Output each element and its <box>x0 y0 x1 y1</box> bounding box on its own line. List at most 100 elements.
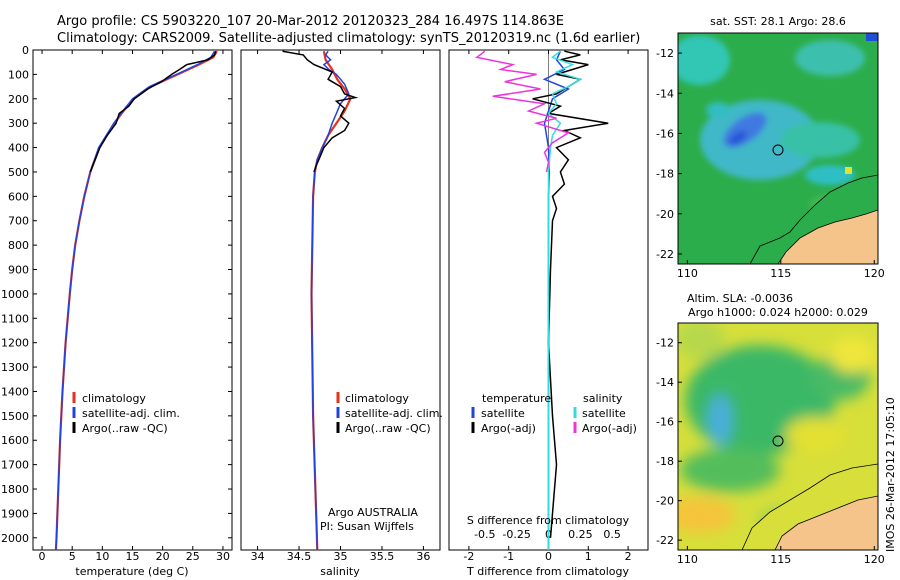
t-difference-label: T difference from climatology <box>466 565 629 578</box>
salinity-legend: climatology satellite-adj. clim. Argo(..… <box>336 392 443 435</box>
sla-moderate-region <box>678 323 725 360</box>
depth-tick-label: 300 <box>8 117 29 130</box>
legend-label-climatology: climatology <box>345 392 409 405</box>
sst-warm-patch <box>678 35 730 85</box>
s-tick-label: 0.25 <box>568 528 593 541</box>
sst-hot-pixel <box>845 167 852 174</box>
map-lat-label: -20 <box>656 208 674 221</box>
x-tick-label: 1 <box>585 550 592 563</box>
depth-tick-label: 400 <box>8 142 29 155</box>
legend-title-temperature: temperature <box>482 392 551 405</box>
salinity-panel: 34 34.5 35 35.5 36 climatology satellite-adj… <box>240 49 443 578</box>
x-tick-label: 5 <box>69 550 76 563</box>
depth-tick-label: 0 <box>22 44 29 57</box>
sla-map-frame <box>677 322 879 551</box>
salinity-profiles <box>282 50 359 550</box>
profile-line-satellite <box>55 50 216 550</box>
x-tick-label: -1 <box>503 550 514 563</box>
sst-map-axes: 110 115 120 -12 -14 -16 -18 -20 -22 <box>656 47 885 280</box>
map-lon-label: 120 <box>864 553 885 566</box>
map-lat-label: -12 <box>656 47 674 60</box>
profile-line-argo <box>282 50 359 173</box>
s-tick-label: -0.5 <box>474 528 495 541</box>
depth-tick-label: 1200 <box>1 337 29 350</box>
depth-tick-label: 1900 <box>1 507 29 520</box>
x-tick-label: 15 <box>126 550 140 563</box>
salinity-x-label: salinity <box>320 565 360 578</box>
figure-title-line2: Climatology: CARS2009. Satellite-adjuste… <box>57 31 640 46</box>
difference-legend: temperature salinity satellite Argo(-adj… <box>471 392 637 435</box>
sst-warm-patch <box>795 40 865 76</box>
sst-map-frame <box>677 32 879 265</box>
sla-land <box>774 495 878 550</box>
temperature-axes-frame <box>32 49 233 551</box>
map-lat-label: -12 <box>656 337 674 350</box>
sst-cold-core <box>729 130 747 146</box>
salinity-axes-frame <box>240 49 441 551</box>
x-tick-label: 30 <box>216 550 230 563</box>
profile-line-sal_satellite <box>547 50 583 550</box>
temperature-legend: climatology satellite-adj. clim. Argo(..… <box>72 392 180 435</box>
map-lon-label: 120 <box>864 267 885 280</box>
map-lat-label: -14 <box>656 376 674 389</box>
temperature-panel: 0100200300400500600700800900100011001200… <box>1 44 648 578</box>
map-lat-label: -18 <box>656 168 674 181</box>
x-tick-label: 0 <box>545 550 552 563</box>
profile-line-argo <box>89 50 217 173</box>
sst-cool-region <box>700 100 820 180</box>
s-difference-label: S difference from climatology <box>467 514 630 527</box>
depth-tick-label: 200 <box>8 93 29 106</box>
argo-program-annotation: Argo AUSTRALIA <box>328 506 418 519</box>
depth-tick-label: 1300 <box>1 361 29 374</box>
difference-profiles <box>475 50 609 550</box>
pi-annotation: PI: Susan Wijffels <box>320 520 414 533</box>
depth-tick-label: 1500 <box>1 410 29 423</box>
sla-map-panel: Altim. SLA: -0.0036 Argo h1000: 0.024 h2… <box>656 292 885 566</box>
sla-map-axes: 110 115 120 -12 -14 -16 -18 -20 -22 <box>656 337 885 566</box>
x-tick-label: 36 <box>416 550 430 563</box>
sst-land <box>777 209 878 264</box>
depth-tick-label: 100 <box>8 68 29 81</box>
depth-tick-label: 1400 <box>1 385 29 398</box>
map-lat-label: -20 <box>656 495 674 508</box>
sla-heatmap <box>678 323 878 550</box>
depth-tick-label: 1100 <box>1 312 29 325</box>
sla-high-region <box>830 337 874 373</box>
s-tick-label: 0.5 <box>603 528 621 541</box>
x-tick-label: -2 <box>463 550 474 563</box>
depth-tick-label: 800 <box>8 239 29 252</box>
depth-tick-label: 1600 <box>1 434 29 447</box>
x-tick-label: 10 <box>95 550 109 563</box>
legend-label-climatology: climatology <box>82 392 146 405</box>
difference-x-axis: -2 -1 0 1 2 <box>463 50 632 563</box>
legend-label-sal-satellite: satellite <box>582 407 626 420</box>
depth-tick-label: 600 <box>8 190 29 203</box>
sla-map-title: Altim. SLA: -0.0036 <box>687 292 793 305</box>
map-lat-label: -22 <box>656 534 674 547</box>
legend-label-argo: Argo(..raw -QC) <box>345 422 431 435</box>
depth-tick-label: 1000 <box>1 288 29 301</box>
x-tick-label: 34.5 <box>287 550 312 563</box>
x-tick-label: 25 <box>186 550 200 563</box>
legend-label-satellite: satellite-adj. clim. <box>82 407 180 420</box>
map-lat-label: -18 <box>656 455 674 468</box>
depth-tick-label: 900 <box>8 264 29 277</box>
sla-high-region <box>678 497 735 533</box>
x-tick-label: 35.5 <box>370 550 395 563</box>
sst-map-title: sat. SST: 28.1 Argo: 28.6 <box>710 15 846 28</box>
profile-line-sal_argo <box>475 50 571 173</box>
sla-very-low-core <box>708 394 732 446</box>
salinity-x-axis: 34 34.5 35 35.5 36 <box>251 50 430 563</box>
sst-cool-region <box>706 102 730 118</box>
sst-argo-marker <box>772 144 784 156</box>
depth-tick-label: 2000 <box>1 532 29 545</box>
temperature-x-label: temperature (deg C) <box>75 565 188 578</box>
legend-label-sal-argo: Argo(-adj) <box>582 422 637 435</box>
sst-corner-pixel <box>866 33 878 41</box>
x-tick-label: 20 <box>156 550 170 563</box>
profile-line-argo <box>532 50 609 538</box>
depth-tick-label: 1700 <box>1 459 29 472</box>
depth-tick-label: 1800 <box>1 483 29 496</box>
map-lat-label: -16 <box>656 127 674 140</box>
